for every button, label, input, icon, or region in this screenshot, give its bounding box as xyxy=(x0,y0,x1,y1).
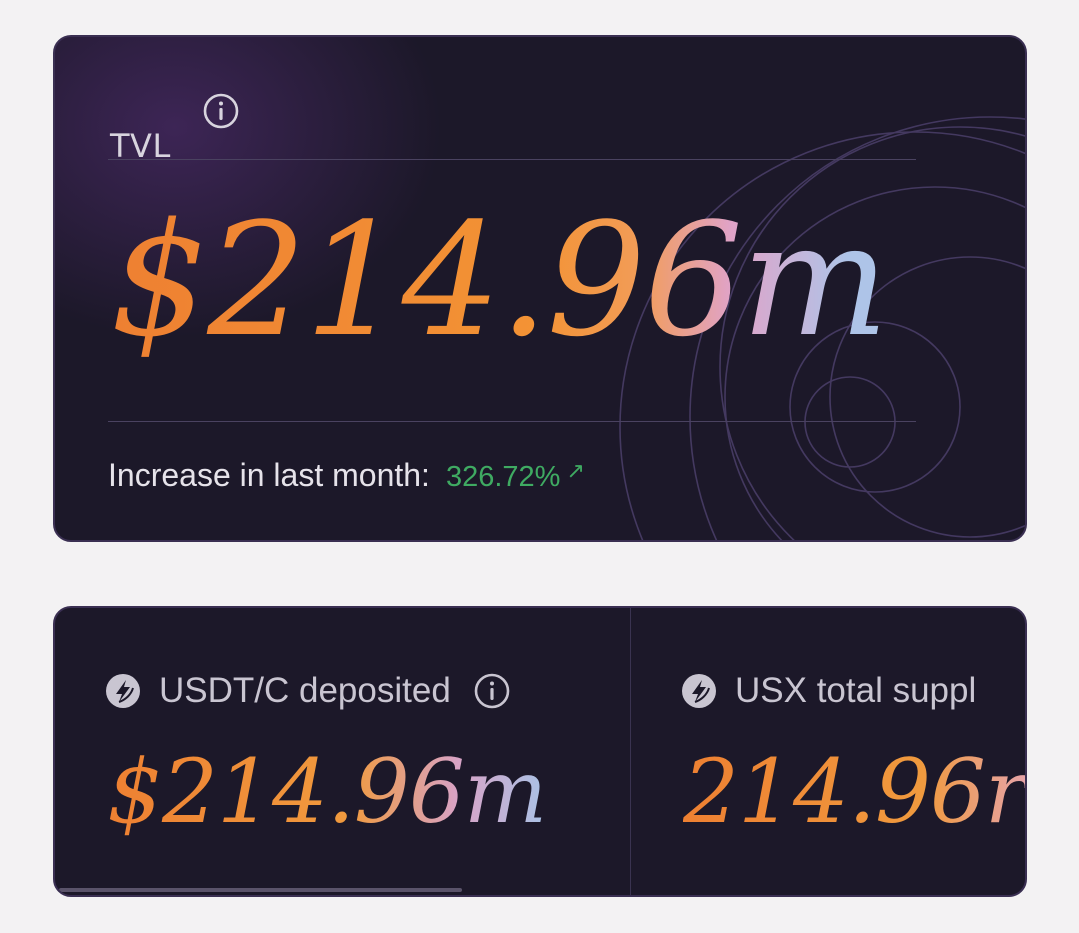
usdt-deposited-value: $214.96m xyxy=(107,740,547,843)
coin-logo-icon xyxy=(106,674,140,708)
increase-percent: 326.72% xyxy=(445,461,561,493)
coin-logo-icon xyxy=(682,674,716,708)
arrow-up-right-icon: ↗ xyxy=(566,458,585,483)
usdt-deposited-header: USDT/C deposited xyxy=(105,671,511,711)
decorative-rings xyxy=(619,116,1025,540)
increase-label: Increase in last month: xyxy=(108,457,430,493)
info-icon[interactable] xyxy=(473,672,511,710)
tvl-label: TVL xyxy=(110,127,171,165)
top-divider xyxy=(108,159,916,160)
tvl-value: $214.96m xyxy=(110,189,889,371)
tvl-label-text: TVL xyxy=(110,127,171,165)
usx-supply-value: 214.96r xyxy=(683,740,1026,843)
usdt-deposited-label: USDT/C deposited xyxy=(159,671,451,710)
usx-supply-header: USX total suppl xyxy=(681,671,998,711)
horizontal-scrollbar[interactable] xyxy=(59,888,462,892)
stats-card[interactable]: USDT/C deposited $214.96m USX total supp… xyxy=(53,606,1027,897)
bottom-divider xyxy=(108,421,916,422)
column-divider xyxy=(630,608,631,895)
tvl-card: TVL $214.96m Increase in last month: 326.… xyxy=(53,35,1027,542)
info-icon[interactable] xyxy=(202,92,240,130)
increase-row: Increase in last month: 326.72% ↗ xyxy=(108,457,585,494)
usx-supply-label: USX total suppl xyxy=(735,671,977,710)
